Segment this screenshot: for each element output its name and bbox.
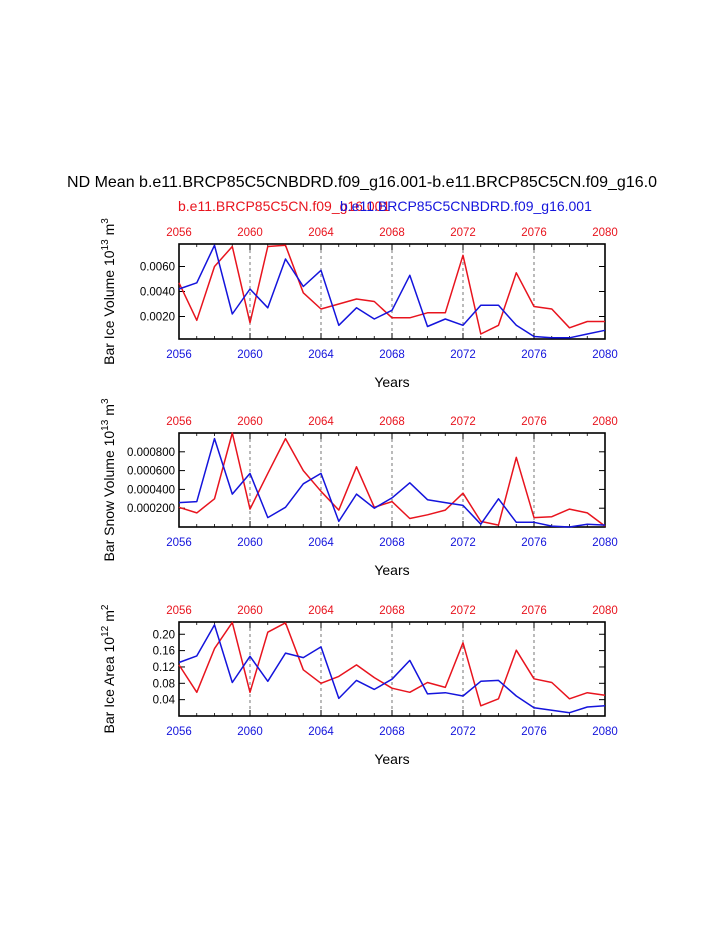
x-tick-label-bottom: 2072 bbox=[450, 726, 476, 738]
x-tick-label-bottom: 2060 bbox=[237, 349, 263, 361]
series-line-blue bbox=[178, 244, 606, 339]
x-tick-label-top: 2076 bbox=[521, 416, 547, 428]
y-axis-label-unit: m bbox=[101, 224, 117, 236]
x-tick-label-bottom: 2072 bbox=[450, 349, 476, 361]
x-axis-label: Years bbox=[374, 374, 409, 390]
y-axis-label-exponent: 13 bbox=[100, 239, 111, 251]
y-axis-label-main: Bar Snow Volume 10 bbox=[101, 431, 117, 562]
chart-panel-1: 2056 2056 2060 2060 2064 2064 2068 2068 2072 2072… bbox=[100, 218, 618, 390]
y-axis-label: Bar Ice Volume 1013 m3 bbox=[100, 218, 117, 365]
x-tick-label-top: 2056 bbox=[166, 605, 192, 617]
x-tick-label-bottom: 2064 bbox=[308, 537, 334, 549]
series-line-blue bbox=[178, 437, 606, 528]
chart-panel-2: 2056 2056 2060 2060 2064 2064 2068 2068 2072 2072… bbox=[100, 398, 618, 578]
x-axis-label: Years bbox=[374, 562, 409, 578]
series-line-red bbox=[178, 244, 605, 335]
y-tick-label: 0.0020 bbox=[140, 312, 175, 324]
x-tick-label-top: 2060 bbox=[237, 227, 263, 239]
y-axis-label-unit-exponent: 3 bbox=[100, 398, 111, 404]
y-tick-label: 0.04 bbox=[153, 695, 176, 707]
y-tick-label: 0.20 bbox=[153, 629, 175, 641]
y-tick-label: 0.000600 bbox=[127, 466, 175, 478]
x-tick-label-top: 2060 bbox=[237, 605, 263, 617]
series-line-blue bbox=[178, 624, 606, 714]
x-tick-label-top: 2076 bbox=[521, 227, 547, 239]
x-tick-label-top: 2068 bbox=[379, 605, 405, 617]
y-axis-label-unit-exponent: 3 bbox=[100, 218, 111, 224]
y-tick-label: 0.0060 bbox=[140, 262, 175, 274]
x-tick-label-top: 2064 bbox=[308, 227, 334, 239]
x-tick-label-top: 2068 bbox=[379, 227, 405, 239]
chart-panel-3: 2056 2056 2060 2060 2064 2064 2068 2068 2072 2072… bbox=[100, 604, 618, 767]
y-axis-label: Bar Snow Volume 1013 m3 bbox=[100, 398, 117, 562]
x-tick-label-bottom: 2056 bbox=[166, 537, 192, 549]
x-tick-label-top: 2072 bbox=[450, 605, 476, 617]
x-tick-label-top: 2068 bbox=[379, 416, 405, 428]
x-axis-label: Years bbox=[374, 751, 409, 767]
y-axis-label: Bar Ice Area 1012 m2 bbox=[100, 604, 117, 733]
x-tick-label-bottom: 2076 bbox=[521, 537, 547, 549]
x-tick-label-bottom: 2056 bbox=[166, 726, 192, 738]
y-axis-label-main: Bar Ice Volume 10 bbox=[101, 250, 117, 365]
x-tick-label-bottom: 2076 bbox=[521, 726, 547, 738]
figure-title: ND Mean b.e11.BRCP85C5CNBDRD.f09_g16.001… bbox=[67, 174, 657, 191]
series-line-red bbox=[178, 432, 606, 527]
y-tick-label: 0.000400 bbox=[127, 484, 175, 496]
x-tick-label-bottom: 2056 bbox=[166, 349, 192, 361]
x-tick-label-top: 2080 bbox=[592, 605, 618, 617]
x-tick-label-top: 2080 bbox=[592, 416, 618, 428]
x-tick-label-bottom: 2060 bbox=[237, 726, 263, 738]
y-axis-label-unit: m bbox=[101, 404, 117, 416]
y-tick-label: 0.0040 bbox=[140, 287, 175, 299]
x-tick-label-top: 2064 bbox=[308, 605, 334, 617]
x-tick-label-bottom: 2072 bbox=[450, 537, 476, 549]
x-tick-label-bottom: 2068 bbox=[379, 726, 405, 738]
x-tick-label-bottom: 2080 bbox=[592, 537, 618, 549]
x-tick-label-bottom: 2076 bbox=[521, 349, 547, 361]
x-tick-label-top: 2060 bbox=[237, 416, 263, 428]
x-tick-label-top: 2056 bbox=[166, 416, 192, 428]
chart-panels: 2056 2056 2060 2060 2064 2064 2068 2068 2072 2072… bbox=[100, 218, 618, 767]
x-tick-label-bottom: 2064 bbox=[308, 726, 334, 738]
x-tick-label-bottom: 2064 bbox=[308, 349, 334, 361]
x-tick-label-top: 2072 bbox=[450, 416, 476, 428]
y-axis-label-main: Bar Ice Area 10 bbox=[101, 637, 117, 734]
y-tick-label: 0.000200 bbox=[127, 503, 175, 515]
y-axis-label-unit-exponent: 2 bbox=[100, 604, 111, 610]
x-tick-label-top: 2064 bbox=[308, 416, 334, 428]
x-tick-label-bottom: 2060 bbox=[237, 537, 263, 549]
x-tick-label-top: 2076 bbox=[521, 605, 547, 617]
x-tick-label-bottom: 2080 bbox=[592, 349, 618, 361]
y-axis-label-exponent: 12 bbox=[100, 625, 111, 637]
y-tick-label: 0.000800 bbox=[127, 447, 175, 459]
x-tick-label-bottom: 2068 bbox=[379, 537, 405, 549]
y-axis-label-unit: m bbox=[101, 610, 117, 622]
x-tick-label-top: 2080 bbox=[592, 227, 618, 239]
x-tick-label-bottom: 2080 bbox=[592, 726, 618, 738]
legend-red-label: b.e11.BRCP85C5CN.f09_g16.001 bbox=[178, 198, 390, 214]
y-axis-label-exponent: 13 bbox=[100, 419, 111, 431]
series-line-red bbox=[178, 621, 606, 707]
x-tick-label-top: 2072 bbox=[450, 227, 476, 239]
x-tick-label-top: 2056 bbox=[166, 227, 192, 239]
x-tick-label-bottom: 2068 bbox=[379, 349, 405, 361]
y-tick-label: 0.08 bbox=[153, 678, 175, 690]
y-tick-label: 0.12 bbox=[153, 662, 175, 674]
legend-blue-label: b.e11.BRCP85C5CNBDRD.f09_g16.001 bbox=[340, 198, 592, 214]
y-tick-label: 0.16 bbox=[153, 646, 175, 658]
